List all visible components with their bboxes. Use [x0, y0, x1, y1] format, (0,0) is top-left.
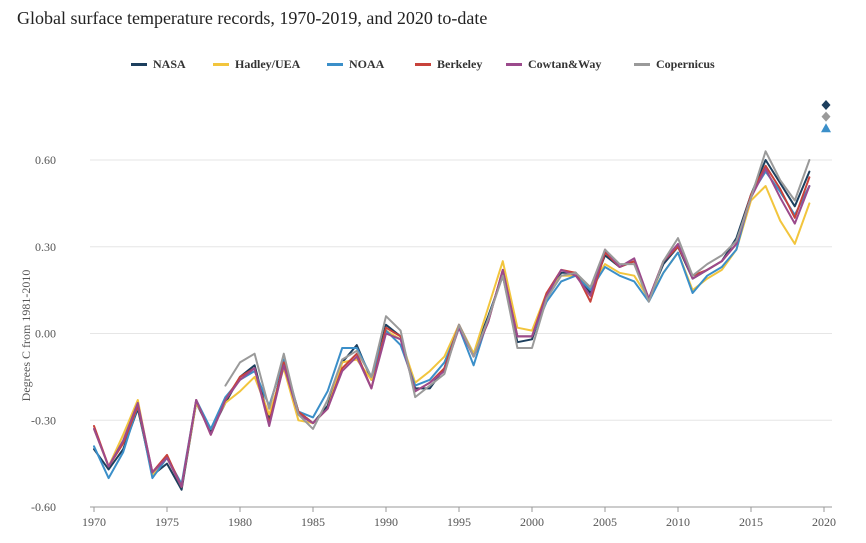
series-line-cowtan-way	[93, 167, 811, 488]
2020-marker-copernicus	[821, 111, 831, 122]
legend-item: NOAA	[327, 57, 384, 72]
series-line-copernicus	[224, 150, 811, 430]
y-tick-label: 0.60	[35, 153, 56, 167]
legend-swatch	[506, 63, 522, 66]
x-tick-label: 1990	[374, 515, 398, 529]
chart-legend: NASA Hadley/UEA NOAA Berkeley Cowtan&Way Cope…	[0, 57, 866, 73]
2020-marker-nasa	[821, 100, 831, 111]
legend-item: Berkeley	[415, 57, 482, 72]
x-tick-label: 2015	[739, 515, 763, 529]
y-tick-label: 0.30	[35, 240, 56, 254]
series-line-berkeley	[93, 164, 811, 488]
legend-label: Cowtan&Way	[528, 57, 602, 71]
legend-label: NOAA	[349, 57, 385, 71]
legend-item: Cowtan&Way	[506, 57, 601, 72]
x-tick-label: 2005	[593, 515, 617, 529]
series-line-nasa	[93, 159, 811, 491]
y-tick-label: -0.60	[31, 500, 56, 514]
x-tick-label: 1970	[82, 515, 106, 529]
legend-item: Hadley/UEA	[213, 57, 300, 72]
2020-marker-noaa	[821, 123, 831, 133]
legend-label: Copernicus	[656, 57, 715, 71]
y-tick-label: 0.00	[35, 327, 56, 341]
legend-swatch	[327, 63, 343, 66]
legend-item: NASA	[131, 57, 186, 72]
legend-item: Copernicus	[634, 57, 715, 72]
x-tick-label: 2020	[812, 515, 836, 529]
legend-swatch	[131, 63, 147, 66]
x-tick-label: 1995	[447, 515, 471, 529]
x-tick-label: 2000	[520, 515, 544, 529]
series-line-hadley-uea	[93, 185, 811, 488]
legend-swatch	[415, 63, 431, 66]
legend-label: NASA	[153, 57, 186, 71]
x-tick-label: 1975	[155, 515, 179, 529]
x-tick-label: 1985	[301, 515, 325, 529]
x-tick-label: 2010	[666, 515, 690, 529]
x-tick-label: 1980	[228, 515, 252, 529]
y-axis-label: Degrees C from 1981-2010	[19, 270, 33, 402]
y-tick-label: -0.30	[31, 413, 56, 427]
series-line-noaa	[93, 170, 811, 485]
legend-swatch	[634, 63, 650, 66]
legend-label: Hadley/UEA	[235, 57, 301, 71]
legend-label: Berkeley	[437, 57, 483, 71]
chart-title: Global surface temperature records, 1970…	[17, 8, 488, 28]
legend-swatch	[213, 63, 229, 66]
